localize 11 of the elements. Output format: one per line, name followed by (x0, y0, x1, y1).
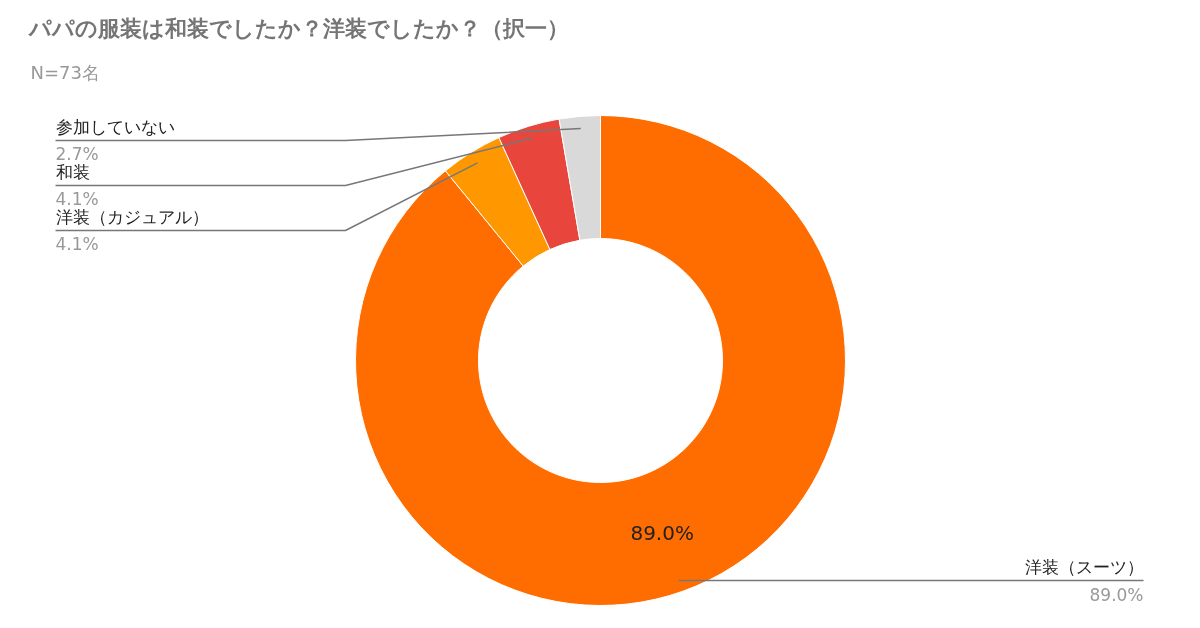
data-label: 89.0% (630, 521, 694, 546)
slice-label: 洋装（スーツ） (1024, 556, 1144, 577)
data-label: 2.7% (55, 143, 99, 164)
data-label: 4.1% (55, 233, 99, 254)
chart-title: パパの服装は和装でしたか？洋装でしたか？（択一） (27, 16, 569, 41)
slice-label: 和装 (55, 161, 90, 182)
slice-label: 参加していない (55, 116, 175, 137)
data-label: 4.1% (55, 188, 99, 209)
text: 89.0% (1089, 584, 1144, 605)
slice-label: 洋装（カジュアル） (55, 206, 209, 227)
chart-subtitle: N=73名 (30, 62, 100, 83)
